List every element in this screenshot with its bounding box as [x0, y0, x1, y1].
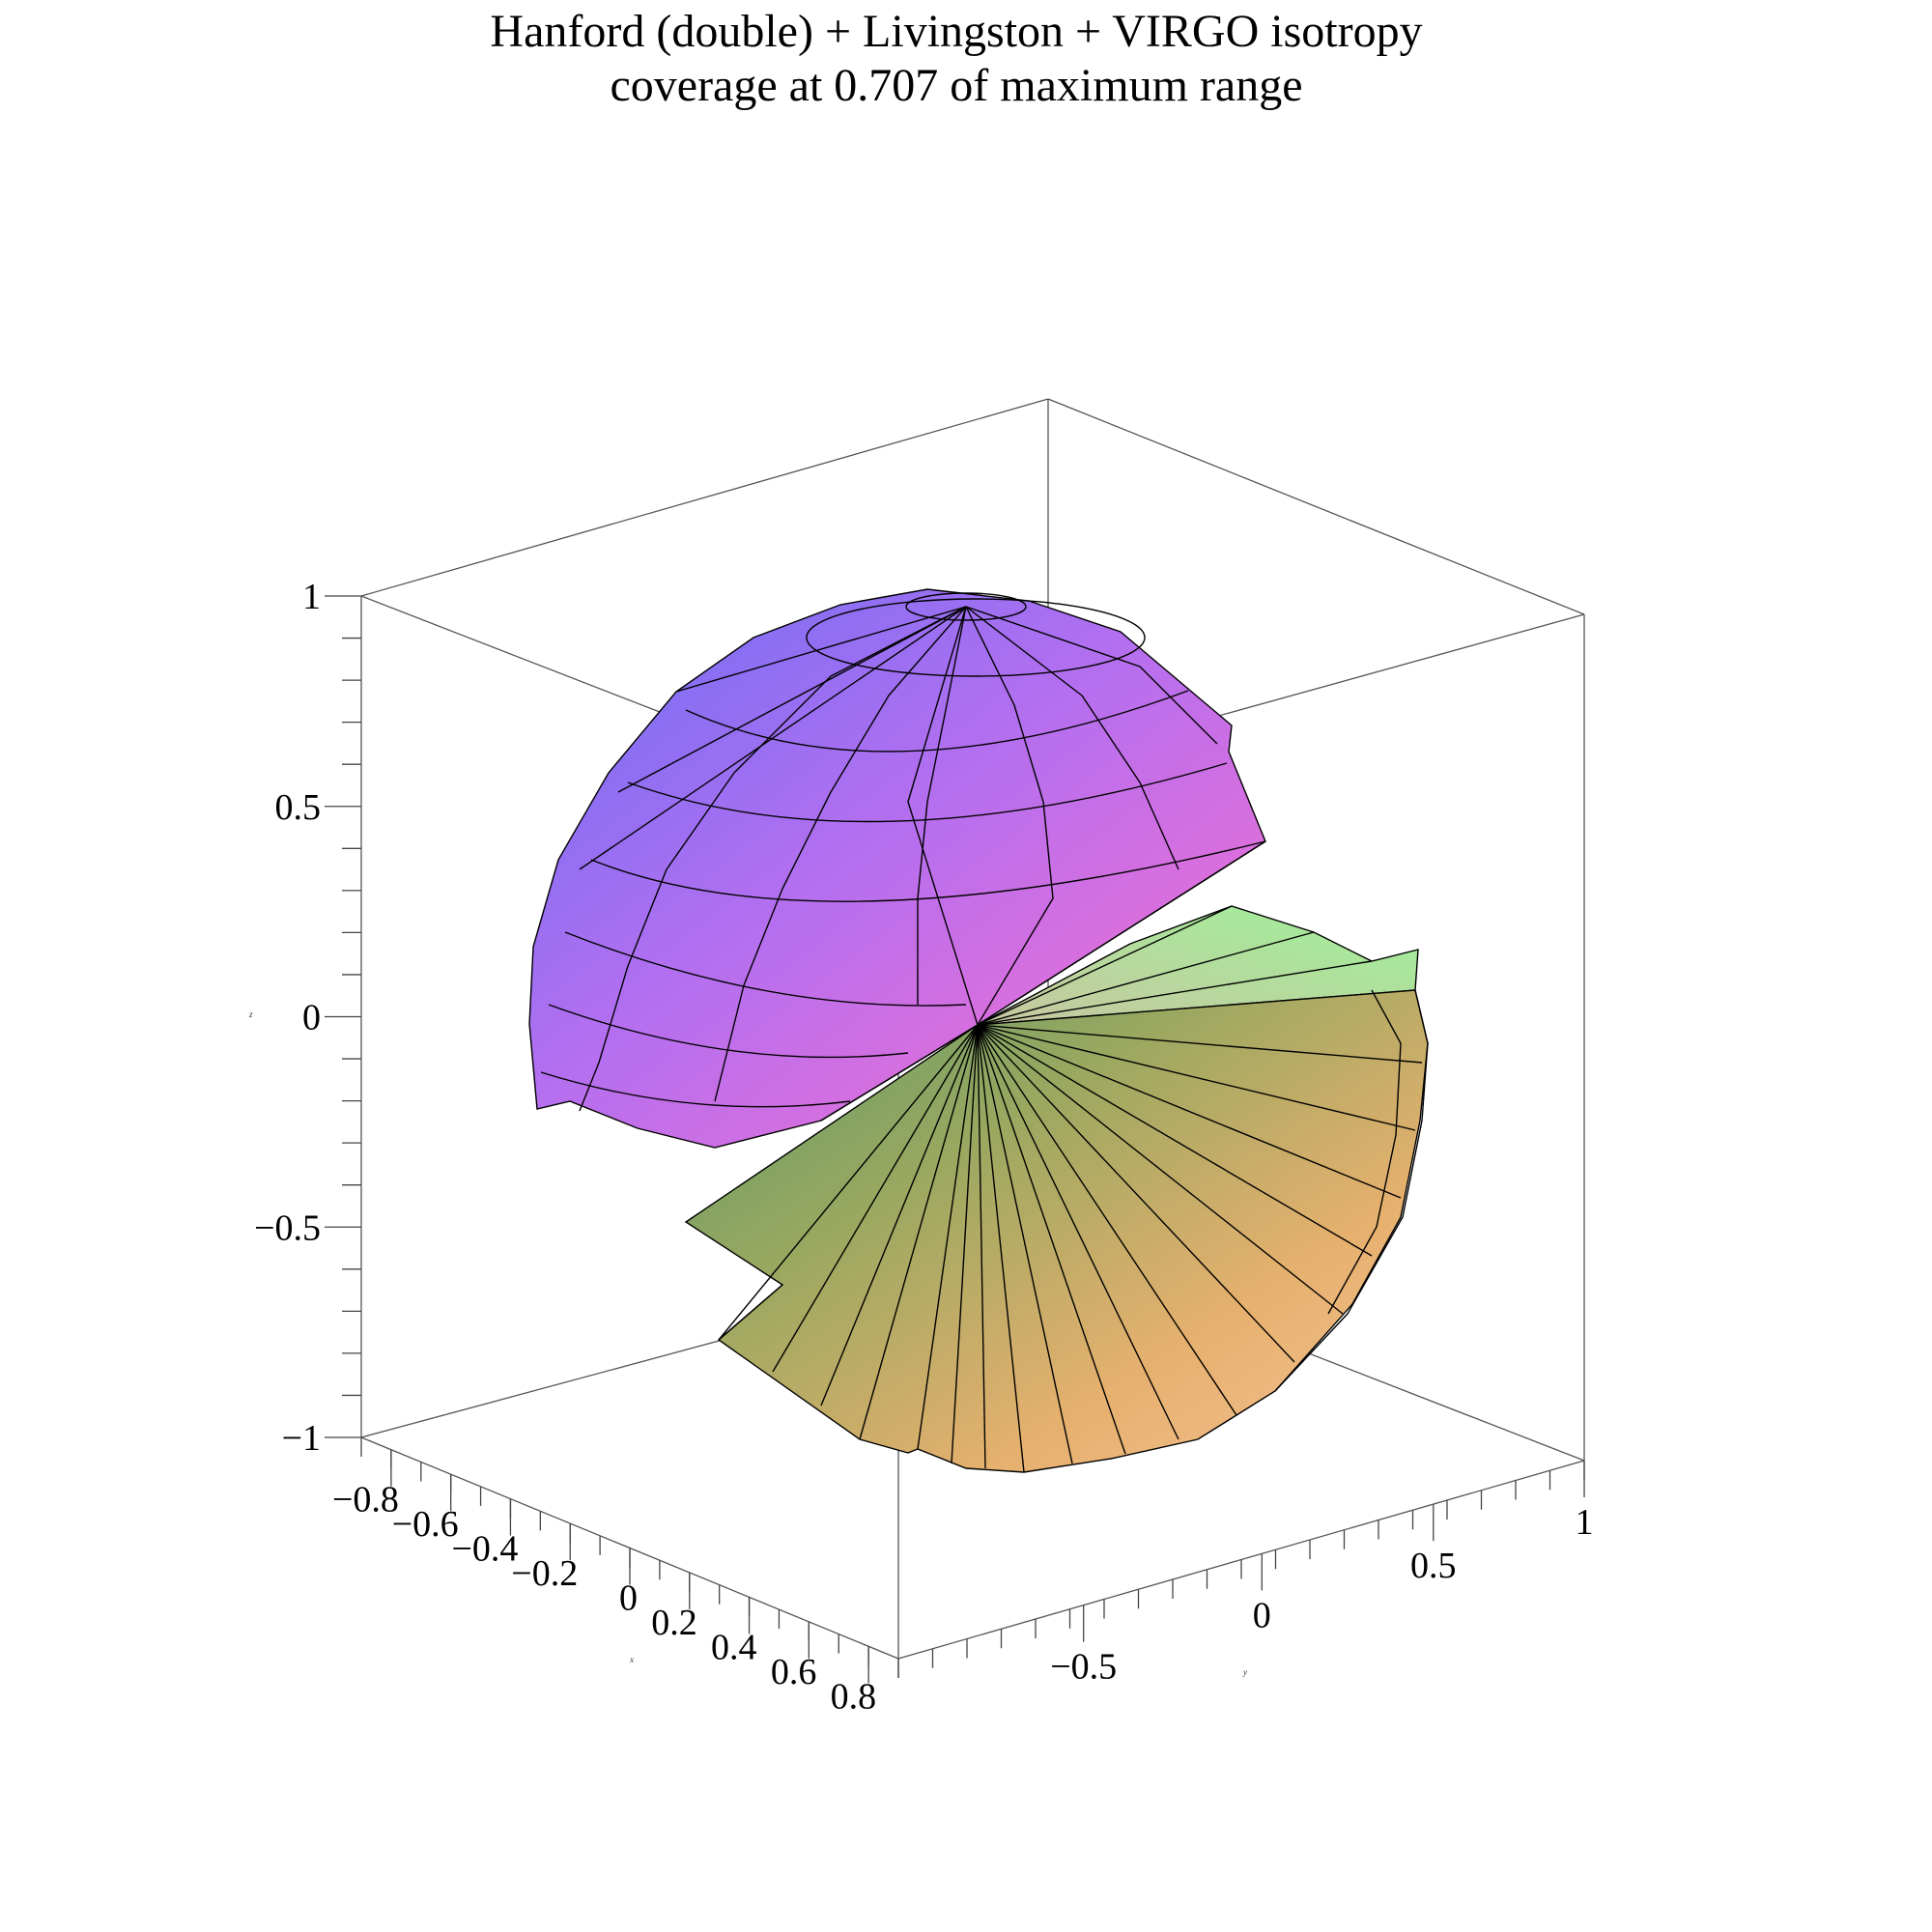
x-tick-label: −0.8 [332, 1480, 399, 1520]
y-tick-label: 0 [1253, 1595, 1271, 1635]
z-tick-label: −1 [282, 1418, 321, 1459]
y-tick-label: 1 [1576, 1502, 1594, 1543]
box-edge [1047, 398, 1585, 615]
x-tick-label: 0 [619, 1578, 638, 1619]
z-axis: 1 0.5 0 −0.5 −1 [254, 577, 361, 1459]
z-tick-label: 0.5 [275, 787, 322, 828]
x-tick-label: −0.2 [511, 1553, 578, 1594]
upper-surface [528, 588, 1266, 1149]
z-tick-label: 0 [302, 998, 321, 1038]
x-tick-label: −0.4 [452, 1529, 519, 1570]
upper-surface-body [528, 588, 1266, 1149]
z-axis-label: z [248, 1009, 253, 1019]
upper-surface-mesh [540, 592, 1266, 1122]
x-tick-label: 0.4 [711, 1627, 757, 1667]
title-line-2: coverage at 0.707 of maximum range [610, 60, 1302, 111]
chart-title: Hanford (double) + Livingston + VIRGO is… [490, 6, 1422, 111]
title-line-1: Hanford (double) + Livingston + VIRGO is… [490, 6, 1422, 57]
box-edge [360, 398, 1049, 597]
x-tick-label: −0.6 [392, 1504, 459, 1545]
y-axis-label: y [1242, 1667, 1247, 1677]
lower-surface-mesh [718, 905, 1429, 1473]
x-tick-label: 0.8 [831, 1676, 877, 1717]
x-axis: −0.8−0.6−0.4−0.2 0 0.2 0.4 0.6 0.8 [332, 1437, 899, 1717]
x-tick-label: 0.2 [651, 1603, 697, 1643]
x-axis-label: x [629, 1655, 634, 1664]
y-axis: −0.5 0 0.5 1 [897, 1461, 1594, 1688]
lower-surface [684, 905, 1429, 1473]
y-tick-label: −0.5 [1050, 1647, 1117, 1688]
z-tick-label: −0.5 [254, 1208, 321, 1248]
y-tick-label: 0.5 [1410, 1546, 1457, 1586]
z-tick-label: 1 [302, 577, 321, 617]
x-tick-label: 0.6 [771, 1652, 817, 1692]
